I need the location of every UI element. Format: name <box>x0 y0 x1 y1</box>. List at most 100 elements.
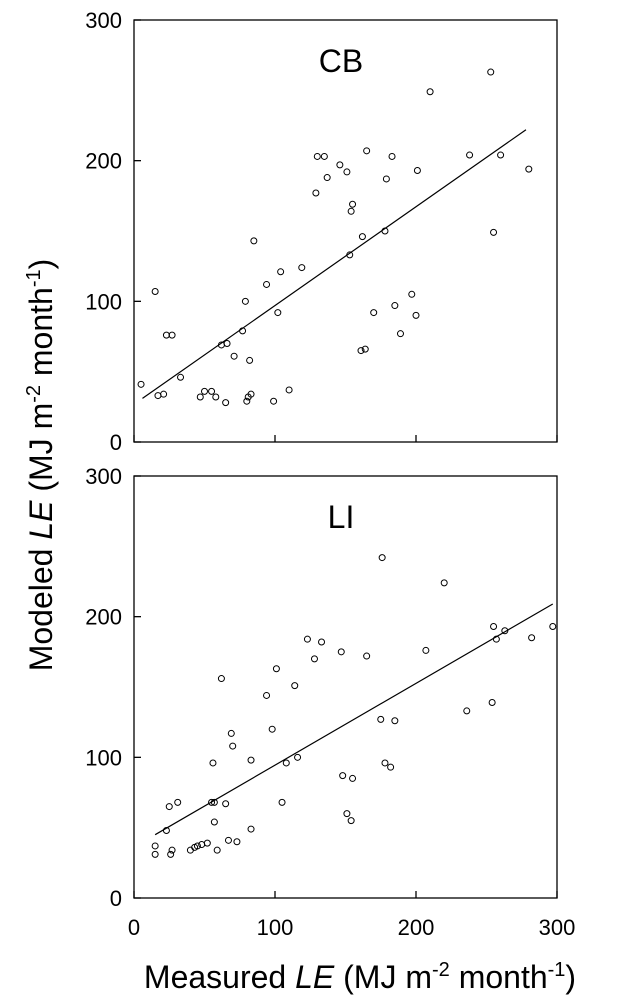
data-point <box>277 268 285 276</box>
data-point <box>217 675 225 683</box>
data-point <box>223 340 231 348</box>
data-point <box>213 846 221 854</box>
data-point <box>278 798 286 806</box>
data-point <box>209 759 217 767</box>
data-point <box>165 803 173 811</box>
data-point <box>222 800 230 808</box>
data-point <box>377 715 385 723</box>
x-tick-label: 300 <box>539 915 576 940</box>
data-point <box>241 297 249 305</box>
data-point <box>151 850 159 858</box>
data-point <box>396 330 404 338</box>
data-point <box>168 331 176 339</box>
data-point <box>239 327 247 335</box>
data-point <box>285 386 293 394</box>
data-point <box>224 836 232 844</box>
data-point <box>497 151 505 159</box>
data-point <box>440 579 448 587</box>
data-point <box>222 399 230 407</box>
plot-frame-cb <box>133 19 558 443</box>
data-point <box>186 846 194 854</box>
data-point <box>363 652 371 660</box>
data-point <box>528 634 536 642</box>
data-point <box>210 798 218 806</box>
data-point <box>413 167 421 175</box>
data-point <box>208 798 216 806</box>
axis-ticks-cb <box>133 19 558 443</box>
data-point <box>370 309 378 317</box>
data-point <box>229 742 237 750</box>
data-point <box>246 356 254 364</box>
y-axis-title: Modeled LE (MJ m-2 month-1) <box>23 259 59 672</box>
y-tick-label: 300 <box>85 8 122 33</box>
x-tick-label: 200 <box>398 915 435 940</box>
data-point <box>291 682 299 690</box>
data-point <box>391 717 399 725</box>
data-point <box>162 331 170 339</box>
data-point <box>247 756 255 764</box>
data-point <box>210 818 218 826</box>
data-point <box>349 774 357 782</box>
data-point <box>358 233 366 241</box>
data-point <box>349 200 357 208</box>
data-point <box>412 311 420 319</box>
data-point <box>408 290 416 298</box>
fit-line-cb <box>142 129 527 399</box>
data-point <box>336 161 344 169</box>
data-point <box>381 759 389 767</box>
panel-li: 0 100 200 300 0 100 200 300 LI <box>85 464 575 940</box>
plot-frame-li <box>133 475 558 899</box>
data-point <box>230 352 238 360</box>
data-point <box>466 151 474 159</box>
data-point <box>381 227 389 235</box>
data-point <box>174 798 182 806</box>
data-point <box>320 152 328 160</box>
data-point <box>490 623 498 631</box>
data-point <box>177 373 185 381</box>
data-point <box>137 380 145 388</box>
x-tick-labels-li: 0 100 200 300 <box>128 915 575 940</box>
data-point <box>391 302 399 310</box>
data-point <box>203 839 211 847</box>
data-point <box>346 251 354 259</box>
y-tick-labels-cb: 0 100 200 300 <box>85 8 122 455</box>
data-point <box>263 691 271 699</box>
data-point <box>162 826 170 834</box>
data-point <box>270 397 278 405</box>
data-point <box>294 753 302 761</box>
data-point <box>387 763 395 771</box>
data-point <box>492 635 500 643</box>
data-point <box>313 152 321 160</box>
data-point <box>247 825 255 833</box>
data-point <box>501 627 509 635</box>
y-tick-label: 200 <box>85 605 122 630</box>
data-point <box>282 759 290 767</box>
data-point <box>196 393 204 401</box>
data-point <box>154 392 162 400</box>
data-point <box>343 168 351 176</box>
data-point <box>303 635 311 643</box>
data-point <box>318 638 326 646</box>
data-point <box>168 846 176 854</box>
data-point <box>378 554 386 562</box>
data-point <box>312 189 320 197</box>
data-point <box>268 725 276 733</box>
data-point <box>272 665 280 673</box>
data-point <box>337 648 345 656</box>
data-point <box>274 309 282 317</box>
data-point <box>382 175 390 183</box>
y-tick-label: 0 <box>110 430 122 455</box>
panel-label-cb: CB <box>319 43 363 79</box>
data-point <box>323 174 331 182</box>
data-point <box>208 387 216 395</box>
data-point <box>361 345 369 353</box>
data-point <box>310 655 318 663</box>
y-tick-label: 300 <box>85 464 122 489</box>
data-point <box>549 623 557 631</box>
data-point <box>193 842 201 850</box>
scatter-points-li <box>151 554 557 858</box>
data-point <box>357 347 365 355</box>
panel-label-li: LI <box>328 499 355 535</box>
y-tick-labels-li: 0 100 200 300 <box>85 464 122 911</box>
